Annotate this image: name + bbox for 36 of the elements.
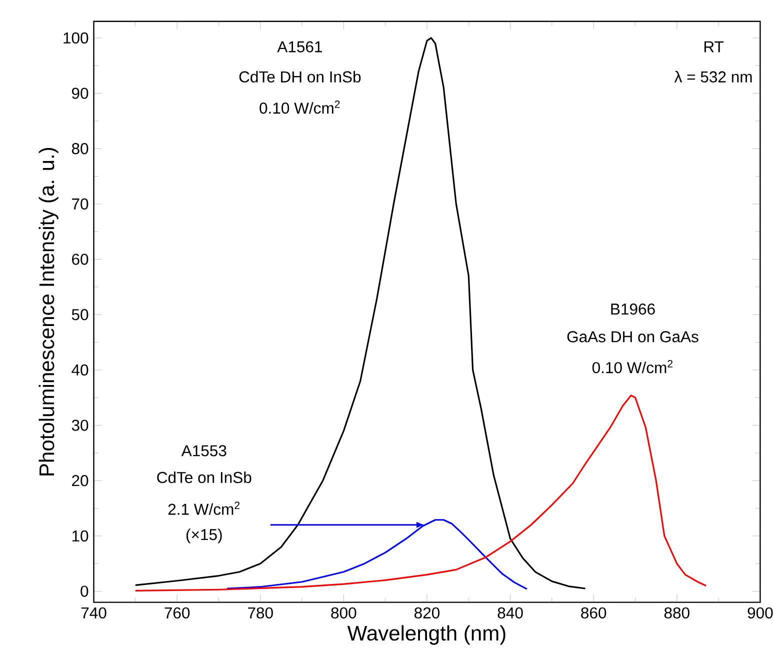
y-tick-label: 0 [80,585,88,597]
line-series [134,394,707,592]
y-tick-label: 80 [72,142,88,154]
y-axis-title: Photoluminescence Intensity (a. u.) [38,148,58,476]
x-axis-title: Wavelength (nm) [347,625,506,645]
y-tick-label: 50 [72,308,88,320]
y-tick-label: 60 [72,253,88,265]
x-tick-label: 780 [248,607,273,618]
annotation: λ = 532 nm [674,70,752,82]
annotation: 0.10 W/cm$^{2}$ [592,360,672,374]
x-tick-label: 760 [164,607,190,618]
y-tick-label: 100 [64,32,88,44]
x-tick-label: 880 [664,607,690,618]
x-tick-label: 820 [414,607,440,618]
x-tick-label: 840 [498,607,523,618]
annotation: CdTe DH on InSb [239,70,361,82]
annotation: 2.1 W/cm$^{2}$ [168,501,240,515]
y-tick-label: 20 [72,474,88,486]
annotation: A1561 [277,41,322,52]
line-series [226,518,528,590]
x-tick-label: 900 [748,607,773,618]
annotation: B1966 [611,303,655,314]
y-tick-label: 10 [72,530,88,542]
x-tick-label: 740 [81,607,106,618]
y-tick-label: 40 [72,364,88,376]
y-tick-label: 90 [72,88,88,99]
annotation: A1553 [181,444,226,456]
annotation: CdTe on InSb [157,471,252,483]
annotation: (×15) [186,528,222,544]
y-tick-label: 70 [72,198,88,210]
y-tick-label: 30 [72,419,88,431]
x-tick-label: 860 [581,607,606,618]
x-tick-label: 800 [331,607,356,618]
annotation: RT [704,41,724,52]
annotation: GaAs DH on GaAs [567,330,698,342]
annotation: 0.10 W/cm$^{2}$ [260,100,340,114]
